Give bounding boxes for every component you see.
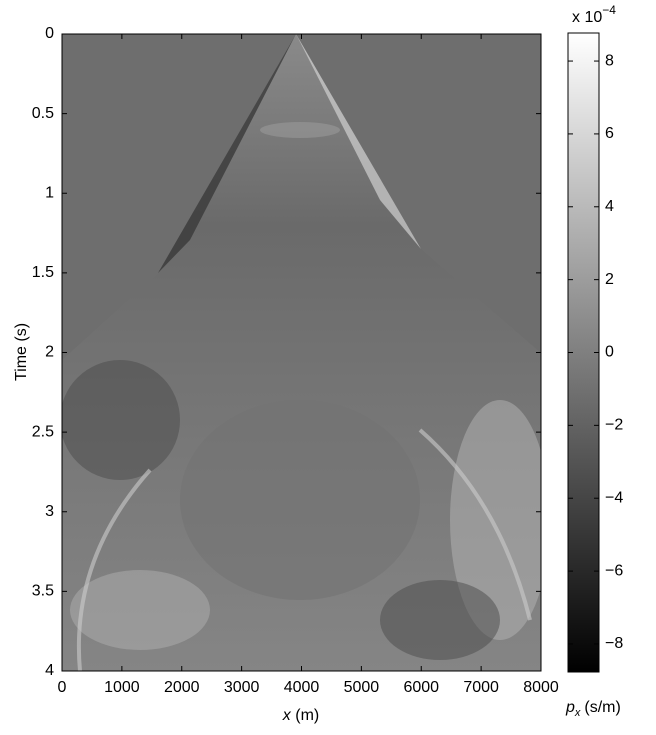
- x-label-var: x: [282, 707, 292, 724]
- colorbar-tick-label: 4: [605, 198, 614, 215]
- y-tick-label: 1.5: [32, 264, 54, 281]
- y-axis-label: Time (s): [13, 323, 30, 381]
- colorbar-tick-label: −2: [605, 417, 623, 434]
- x-axis-label: x (m): [282, 707, 319, 724]
- colorbar-tick-label: −4: [605, 489, 623, 506]
- y-tick-label: 3.5: [32, 583, 54, 600]
- colorbar-tick-label: 2: [605, 271, 614, 288]
- y-tick-label: 3: [45, 503, 54, 520]
- cbar-label-sub: x: [574, 707, 581, 719]
- x-tick-label: 3000: [224, 679, 260, 696]
- x-tick-label: 1000: [104, 679, 140, 696]
- y-tick-label: 4: [45, 662, 54, 679]
- cbar-label-var: p: [565, 699, 575, 716]
- x-tick-label: 8000: [523, 679, 559, 696]
- scale-prefix: x 10: [572, 9, 602, 26]
- x-tick-label: 4000: [284, 679, 320, 696]
- colorbar-tick-label: 8: [605, 52, 614, 69]
- x-tick-label: 2000: [164, 679, 200, 696]
- colorbar-label: px (s/m): [565, 699, 621, 719]
- seismic-image: [62, 34, 541, 671]
- colorbar-tick-label: 0: [605, 344, 614, 361]
- scale-exponent: −4: [602, 3, 616, 17]
- cbar-label-unit: (s/m): [584, 699, 620, 716]
- y-tick-label: 0.5: [32, 105, 54, 122]
- y-tick-label: 0: [45, 25, 54, 42]
- x-tick-label: 7000: [463, 679, 499, 696]
- y-tick-label: 2: [45, 344, 54, 361]
- x-label-unit: (m): [295, 707, 319, 724]
- y-tick-label: 1: [45, 184, 54, 201]
- y-tick-label: 2.5: [32, 423, 54, 440]
- colorbar-tick-label: 6: [605, 125, 614, 142]
- x-tick-label: 6000: [403, 679, 439, 696]
- x-tick-label: 5000: [344, 679, 380, 696]
- colorbar-tick-label: −8: [605, 635, 623, 652]
- colorbar-tick-label: −6: [605, 562, 623, 579]
- x-tick-label: 0: [58, 679, 67, 696]
- colorbar-scale: x 10−4: [572, 3, 616, 26]
